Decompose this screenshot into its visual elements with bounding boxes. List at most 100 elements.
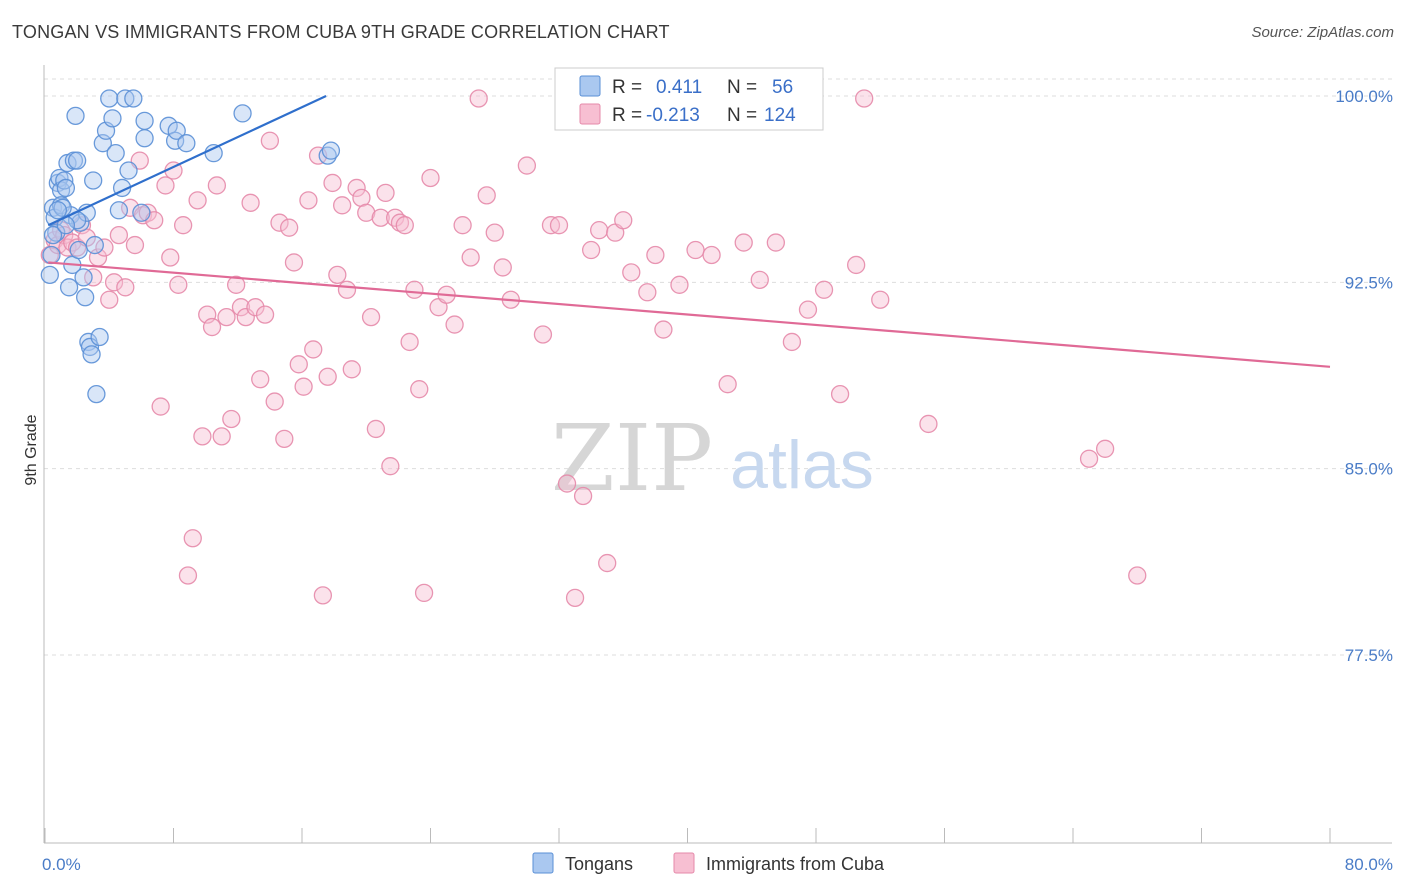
cuba-point xyxy=(151,397,170,416)
cuba-point xyxy=(814,280,834,299)
cuba-point xyxy=(337,280,357,299)
cuba-point xyxy=(453,216,472,235)
cuba-point xyxy=(84,268,103,287)
cuba-point xyxy=(654,320,673,339)
cuba-point xyxy=(202,317,222,337)
cuba-trend-line xyxy=(48,261,1331,368)
tongans-point xyxy=(135,111,154,130)
cuba-point xyxy=(294,377,313,396)
y-tick-label: 92.5% xyxy=(1345,273,1393,292)
cuba-point xyxy=(718,375,737,394)
cuba-point xyxy=(361,307,381,327)
cuba-point xyxy=(477,186,496,205)
chart-title: TONGAN VS IMMIGRANTS FROM CUBA 9TH GRADE… xyxy=(12,22,670,42)
cuba-point xyxy=(871,290,890,309)
tongans-point xyxy=(53,198,72,217)
cuba-point xyxy=(573,486,593,506)
cuba-point xyxy=(766,233,785,252)
tongans-point xyxy=(76,288,95,307)
cuba-point xyxy=(366,419,386,439)
cuba-point xyxy=(183,529,202,548)
tongans-point xyxy=(177,134,196,153)
cuba-point xyxy=(598,553,617,573)
tongans-point xyxy=(47,223,66,242)
legend-n-value-2: 124 xyxy=(764,105,796,126)
tongans-point xyxy=(66,106,85,126)
cuba-point xyxy=(173,216,193,235)
tongans-point xyxy=(132,203,151,222)
cuba-point xyxy=(246,298,265,317)
grid-lines xyxy=(44,78,1392,656)
cuba-point xyxy=(376,183,395,203)
tongans-point xyxy=(82,345,101,364)
cuba-point xyxy=(275,429,294,449)
legend-swatch-tongans xyxy=(579,75,601,97)
cuba-point xyxy=(702,245,721,265)
cuba-point xyxy=(289,355,308,374)
cuba-point xyxy=(178,566,198,585)
cuba-point xyxy=(328,265,347,285)
watermark-atlas: atlas xyxy=(730,427,874,503)
cuba-point xyxy=(299,191,318,210)
cuba-point xyxy=(405,280,424,299)
tongans-point xyxy=(119,161,138,180)
trend-lines xyxy=(47,95,1331,368)
cuba-point xyxy=(207,176,227,195)
watermark-zip: ZIP xyxy=(551,405,713,512)
tongans-trend-line xyxy=(47,95,327,227)
tongans-point xyxy=(69,240,88,260)
legend-swatch-cuba xyxy=(579,103,601,125)
cuba-point xyxy=(212,427,231,446)
cuba-point xyxy=(410,380,429,399)
tongans-point xyxy=(40,265,59,285)
tongans-point xyxy=(167,121,186,140)
cuba-point xyxy=(565,588,585,608)
cuba-point xyxy=(241,193,260,212)
bottom-swatch-tongans xyxy=(532,852,554,874)
cuba-point xyxy=(251,370,270,389)
cuba-point xyxy=(485,223,504,242)
cuba-point xyxy=(847,255,866,275)
tongans-point xyxy=(87,384,106,404)
cuba-point xyxy=(104,273,124,292)
cuba-point xyxy=(414,583,434,603)
x-tick-labels: 0.0% 80.0% xyxy=(42,855,1393,874)
cuba-point xyxy=(533,325,553,344)
cuba-point xyxy=(1079,449,1099,468)
y-tick-label: 85.0% xyxy=(1345,460,1393,479)
tongans-point xyxy=(321,141,341,160)
x-tick-label: 80.0% xyxy=(1345,855,1393,874)
cuba-point xyxy=(400,332,419,352)
tongans-point xyxy=(124,89,143,108)
bottom-legend-cuba: Immigrants from Cuba xyxy=(706,854,885,874)
x-tick-label: 0.0% xyxy=(42,855,81,874)
cuba-point xyxy=(347,178,366,198)
bottom-swatch-cuba xyxy=(673,852,695,874)
cuba-point xyxy=(284,253,304,272)
cuba-point xyxy=(313,586,333,605)
legend-n-label-1: N = xyxy=(727,77,757,98)
legend-r-label-1: R = xyxy=(612,77,642,98)
correlation-legend: R = 0.411 N = 56 R = -0.213 N = 124 xyxy=(554,67,824,131)
cuba-point xyxy=(304,340,323,359)
cuba-point xyxy=(734,233,753,252)
y-axis-label: 9th Grade xyxy=(23,414,40,485)
tongans-point xyxy=(85,235,104,255)
tongans-point xyxy=(48,201,67,220)
cuba-point xyxy=(830,384,850,404)
tongans-point xyxy=(59,278,79,297)
legend-n-label-2: N = xyxy=(727,105,757,126)
cuba-point xyxy=(357,203,376,222)
cuba-point xyxy=(125,235,145,255)
tongans-point xyxy=(318,146,337,165)
cuba-point xyxy=(395,216,414,235)
cuba-point xyxy=(557,474,577,493)
tongans-point xyxy=(43,225,63,245)
legend-n-value-1: 56 xyxy=(772,77,793,98)
tongans-point xyxy=(233,104,252,123)
cuba-point xyxy=(549,216,569,235)
cuba-point xyxy=(581,240,601,260)
cuba-point xyxy=(323,173,342,193)
cuba-point xyxy=(100,290,119,309)
